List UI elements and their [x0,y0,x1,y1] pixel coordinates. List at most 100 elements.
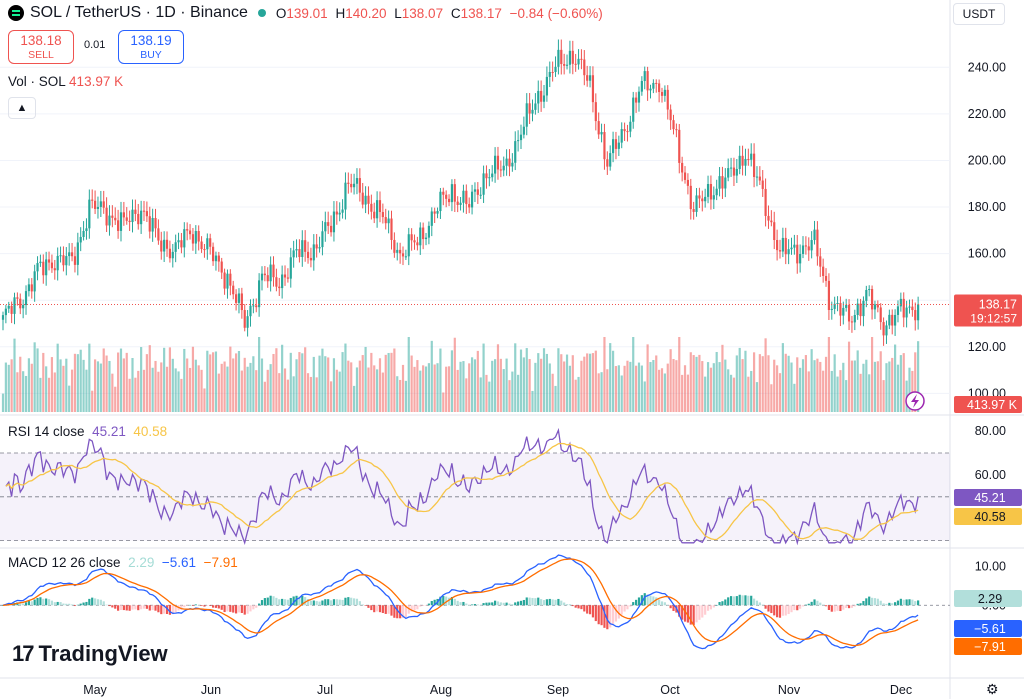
volume-bar [678,337,681,412]
volume-bar [252,356,255,412]
macd-histogram-bar [551,599,554,606]
macd-histogram-bar [698,605,701,620]
volume-bar [686,374,689,412]
volume-bar [13,338,16,412]
candle [709,183,713,200]
candle [859,303,862,317]
volume-bar [606,369,609,412]
candle [914,310,917,321]
collapse-legend-button[interactable]: ▲ [8,97,36,119]
candle [752,153,756,177]
candle [352,183,356,188]
volume-bar [278,373,281,412]
volume-bar [327,357,330,412]
candle [594,102,597,122]
candle [799,254,802,264]
candle [355,178,359,184]
symbol-title[interactable]: SOL / TetherUS · 1D · Binance [30,4,248,21]
tradingview-brand-text: TradingView [38,641,168,666]
candle [721,176,724,189]
candle [663,89,666,96]
macd-histogram-bar [706,605,710,611]
macd-histogram-bar [557,598,560,606]
ohlc-values: O139.01 H140.20 L138.07 C138.17 −0.84 (−… [275,5,603,21]
candle [465,190,468,205]
candle [750,153,753,160]
volume-bar [191,346,195,412]
volume-bar [675,360,678,412]
macd-histogram-bar [433,599,436,606]
volume-bar [283,368,287,412]
candle [401,253,405,257]
volume-bar [522,357,525,412]
macd-histogram-bar [729,596,733,606]
volume-bar [378,358,382,412]
candle [206,238,209,250]
buy-label: BUY [140,49,162,61]
volume-bar [672,359,675,412]
volume-bar [413,366,416,412]
macd-histogram-bar [304,597,307,606]
candle [16,297,19,299]
volume-bar [519,349,523,412]
rsi-badge-value: 45.21 [974,491,1005,505]
gear-icon[interactable]: ⚙ [986,681,999,697]
candle [626,131,629,133]
volume-bar [870,337,874,412]
volume-bar [433,364,436,412]
candle [678,129,681,163]
currency-button[interactable]: USDT [953,3,1005,25]
macd-histogram-bar [830,605,833,612]
macd-histogram-bar [712,605,715,608]
macd-histogram-bar [681,605,684,620]
macd-histogram-bar [447,597,451,606]
candle [741,155,744,166]
candle [565,64,569,66]
candle [891,314,894,326]
candle [502,165,505,171]
macd-histogram-bar [626,605,629,610]
macd-histogram-bar [508,603,511,606]
volume-bar [626,360,629,412]
volume-bar [321,348,324,412]
candle [335,211,338,215]
macd-histogram-bar [709,605,713,610]
candle [704,196,707,202]
rsi-tick-label: 80.00 [975,424,1006,438]
macd-histogram-bar [396,605,399,619]
macd-histogram-bar [658,599,661,606]
volume-bar [96,361,100,412]
macd-histogram-bar [796,605,799,611]
macd-histogram-bar [468,605,471,606]
macd-histogram-bar [332,599,336,606]
volume-bar [338,371,341,412]
macd-histogram-bar [583,605,586,612]
sell-button[interactable]: 138.18 SELL [8,30,74,64]
macd-histogram-bar [732,596,736,606]
candle [82,231,85,237]
candle [591,75,595,103]
macd-histogram-bar [329,600,333,606]
volume-bar [689,352,692,412]
volume-bar [114,386,117,412]
volume-bar [163,347,166,412]
candle [4,308,7,316]
spread-value: 0.01 [84,39,106,51]
macd-histogram-bar [502,602,505,606]
volume-bar [186,358,189,412]
candle [470,191,474,208]
buy-button[interactable]: 138.19 BUY [118,30,184,64]
macd-histogram-bar [335,599,338,606]
candle [370,203,373,212]
candle [145,211,148,217]
macd-histogram-bar [42,598,45,606]
candle [96,206,100,209]
macd-histogram-bar [632,602,635,606]
volume-bar [33,342,36,412]
macd-histogram-bar [586,605,589,614]
volume-bar [370,352,373,412]
volume-bar [243,357,246,412]
macd-histogram-bar [252,605,255,610]
macd-histogram-bar [784,605,787,616]
